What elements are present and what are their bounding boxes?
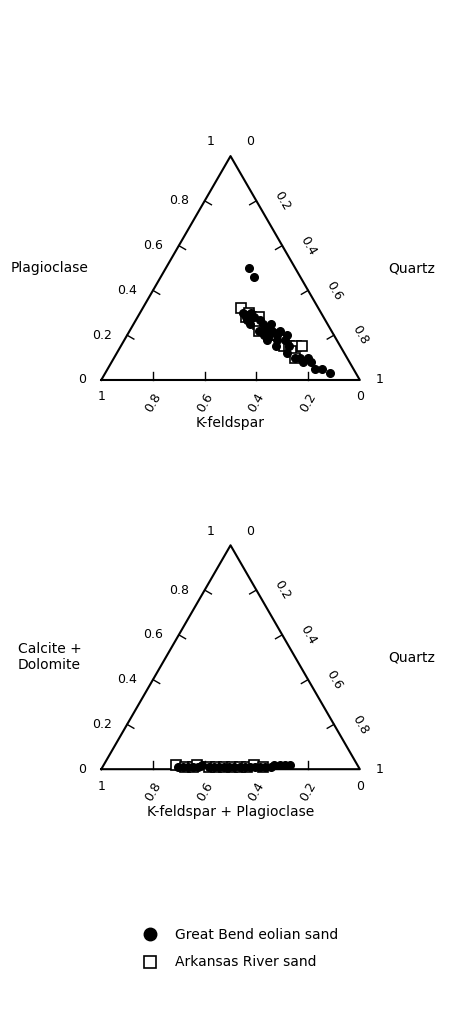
Text: 0.2: 0.2 <box>92 718 111 731</box>
Text: 0: 0 <box>356 391 364 403</box>
Text: 0.2: 0.2 <box>272 189 293 212</box>
Text: 0.8: 0.8 <box>349 324 371 347</box>
Text: 0.6: 0.6 <box>194 391 215 414</box>
Text: Calcite +
Dolomite: Calcite + Dolomite <box>18 642 82 672</box>
Legend: Great Bend eolian sand, Arkansas River sand: Great Bend eolian sand, Arkansas River s… <box>130 922 344 975</box>
Text: 0.6: 0.6 <box>324 668 345 692</box>
Text: 0.2: 0.2 <box>272 578 293 602</box>
Text: 0.8: 0.8 <box>349 712 371 736</box>
Text: 0.2: 0.2 <box>298 391 319 414</box>
Text: 0.4: 0.4 <box>118 673 137 686</box>
Text: 0.8: 0.8 <box>169 195 189 207</box>
Text: 0.8: 0.8 <box>169 584 189 597</box>
Text: 0.6: 0.6 <box>324 278 345 302</box>
Text: 0: 0 <box>356 779 364 793</box>
Text: 1: 1 <box>97 779 105 793</box>
Text: 0.2: 0.2 <box>298 779 319 803</box>
Text: 0: 0 <box>78 763 86 775</box>
Text: 1: 1 <box>207 135 215 148</box>
Text: 0.4: 0.4 <box>298 623 319 646</box>
Text: 1: 1 <box>375 373 383 387</box>
Text: 0.6: 0.6 <box>144 628 164 641</box>
Text: 1: 1 <box>97 391 105 403</box>
Text: 0.4: 0.4 <box>298 234 319 258</box>
Text: 0.8: 0.8 <box>142 779 164 803</box>
Text: Quartz: Quartz <box>388 651 435 664</box>
Text: 0.2: 0.2 <box>92 329 111 341</box>
Text: Plagioclase: Plagioclase <box>10 261 89 275</box>
Text: 0.6: 0.6 <box>144 239 164 253</box>
Text: 1: 1 <box>207 525 215 537</box>
Text: K-feldspar + Plagioclase: K-feldspar + Plagioclase <box>147 805 314 820</box>
Text: 0.4: 0.4 <box>246 391 267 414</box>
Text: 0.4: 0.4 <box>118 284 137 297</box>
Text: 0: 0 <box>246 135 254 148</box>
Text: 0.4: 0.4 <box>246 779 267 803</box>
Text: Quartz: Quartz <box>388 261 435 275</box>
Text: 0.8: 0.8 <box>142 391 164 414</box>
Text: 0: 0 <box>78 373 86 387</box>
Text: 1: 1 <box>375 763 383 775</box>
Text: K-feldspar: K-feldspar <box>196 417 265 430</box>
Text: 0: 0 <box>246 525 254 537</box>
Text: 0.6: 0.6 <box>194 779 215 803</box>
